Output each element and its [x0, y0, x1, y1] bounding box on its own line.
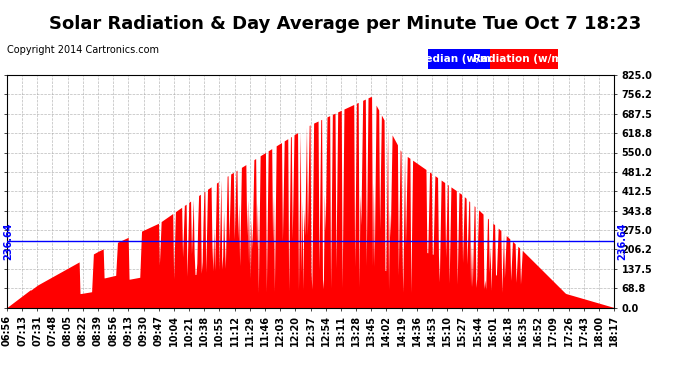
Text: Copyright 2014 Cartronics.com: Copyright 2014 Cartronics.com [7, 45, 159, 55]
Text: Median (w/m2): Median (w/m2) [415, 54, 503, 64]
Text: 236.64: 236.64 [618, 222, 627, 260]
Text: Solar Radiation & Day Average per Minute Tue Oct 7 18:23: Solar Radiation & Day Average per Minute… [49, 15, 641, 33]
Text: 236.64: 236.64 [3, 222, 13, 260]
Text: Radiation (w/m2): Radiation (w/m2) [473, 54, 575, 64]
